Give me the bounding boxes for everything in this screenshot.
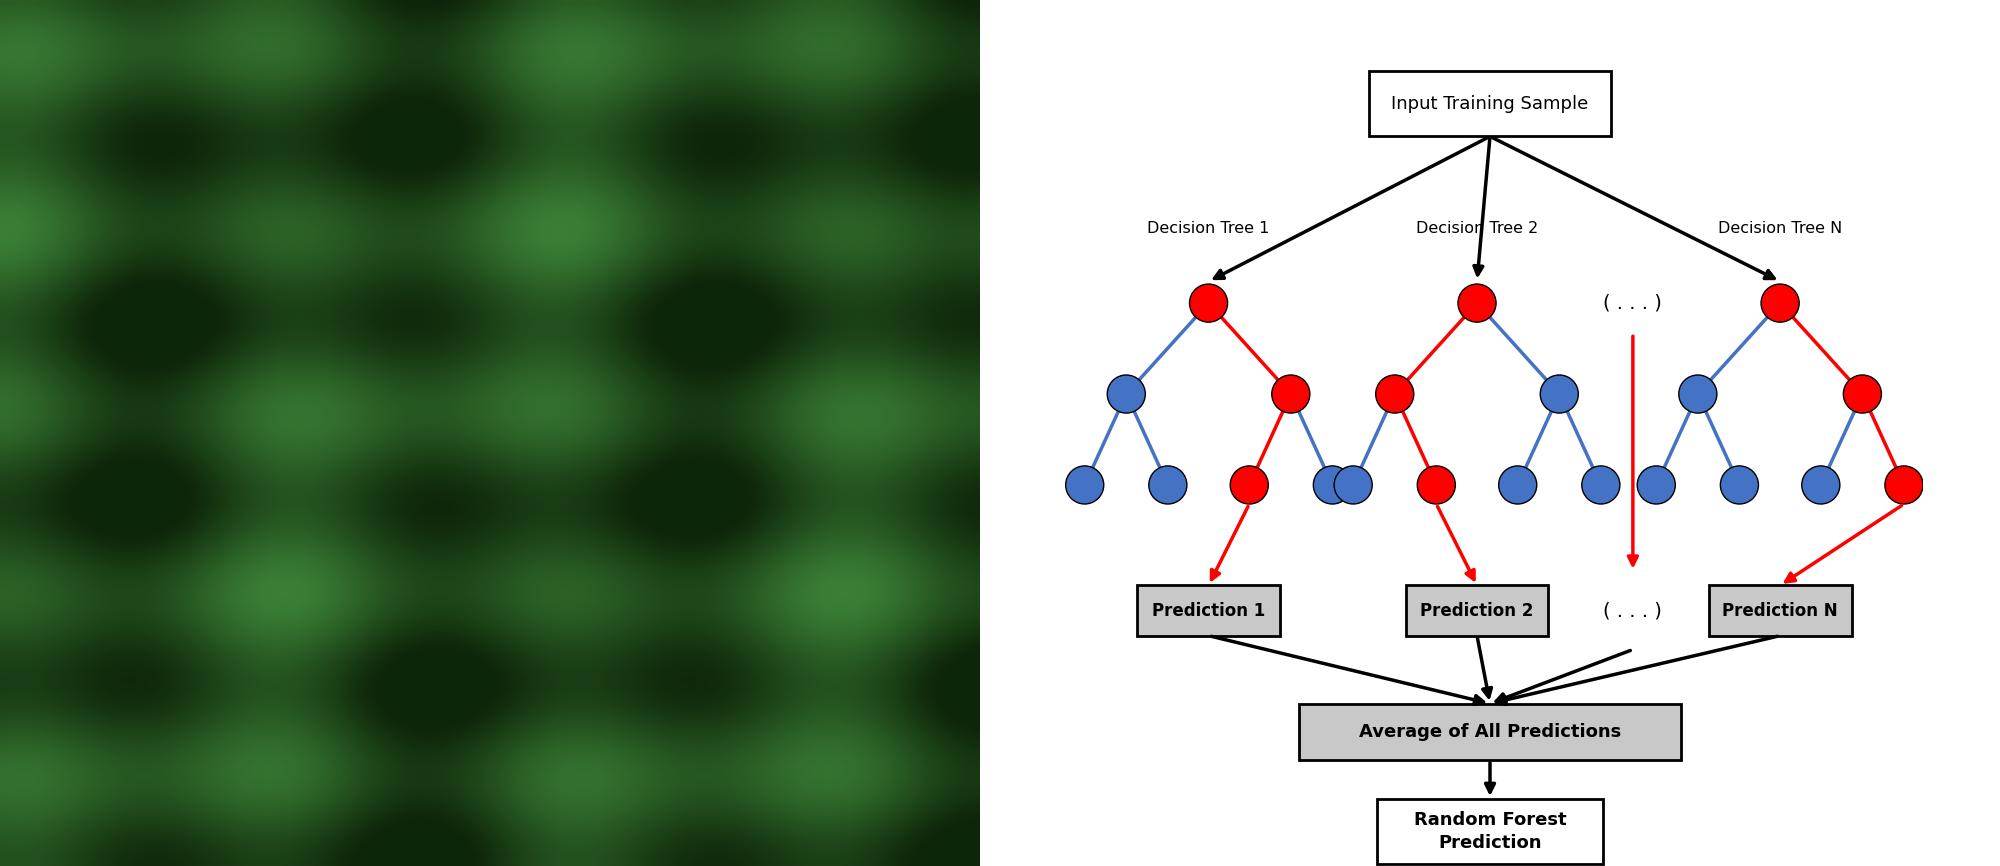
- Circle shape: [1884, 466, 1922, 504]
- FancyBboxPatch shape: [1406, 585, 1548, 636]
- Circle shape: [1498, 466, 1536, 504]
- Text: Input Training Sample: Input Training Sample: [1392, 95, 1588, 113]
- Text: Random Forest
Prediction: Random Forest Prediction: [1414, 811, 1566, 852]
- Circle shape: [1314, 466, 1352, 504]
- Circle shape: [1334, 466, 1372, 504]
- Circle shape: [1066, 466, 1104, 504]
- Text: Decision Tree 2: Decision Tree 2: [1416, 222, 1538, 236]
- Circle shape: [1272, 375, 1310, 413]
- Circle shape: [1458, 284, 1496, 322]
- Circle shape: [1762, 284, 1800, 322]
- Circle shape: [1844, 375, 1882, 413]
- Text: Decision Tree 1: Decision Tree 1: [1148, 222, 1270, 236]
- Circle shape: [1376, 375, 1414, 413]
- Circle shape: [1582, 466, 1620, 504]
- Text: Prediction 1: Prediction 1: [1152, 602, 1266, 619]
- FancyBboxPatch shape: [1300, 703, 1680, 760]
- Circle shape: [1418, 466, 1456, 504]
- FancyBboxPatch shape: [1708, 585, 1852, 636]
- Circle shape: [1802, 466, 1840, 504]
- Circle shape: [1720, 466, 1758, 504]
- FancyBboxPatch shape: [1368, 72, 1612, 136]
- Circle shape: [1678, 375, 1716, 413]
- Circle shape: [1108, 375, 1146, 413]
- Circle shape: [1638, 466, 1676, 504]
- Circle shape: [1148, 466, 1186, 504]
- Circle shape: [1230, 466, 1268, 504]
- Text: Decision Tree N: Decision Tree N: [1718, 222, 1842, 236]
- Text: Average of All Predictions: Average of All Predictions: [1358, 723, 1622, 740]
- Circle shape: [1190, 284, 1228, 322]
- Text: Prediction N: Prediction N: [1722, 602, 1838, 619]
- Text: ( . . . ): ( . . . ): [1604, 294, 1662, 313]
- Text: ( . . . ): ( . . . ): [1604, 601, 1662, 620]
- FancyBboxPatch shape: [1378, 798, 1602, 864]
- Circle shape: [1540, 375, 1578, 413]
- Text: Prediction 2: Prediction 2: [1420, 602, 1534, 619]
- FancyBboxPatch shape: [1138, 585, 1280, 636]
